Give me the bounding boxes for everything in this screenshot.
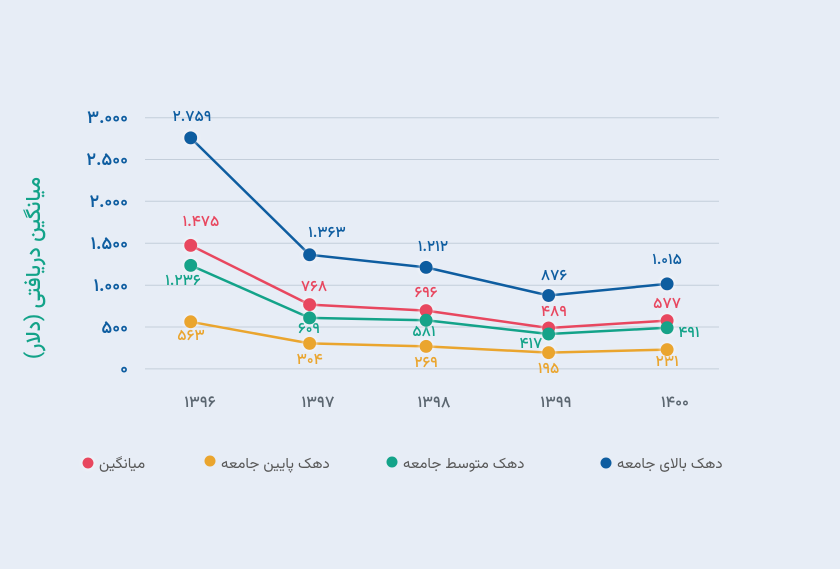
svg-text:دهک بالای جامعه: دهک بالای جامعه <box>617 454 723 477</box>
svg-text:۳۰۴: ۳۰۴ <box>297 349 323 373</box>
svg-text:۱۳۹۷: ۱۳۹۷ <box>302 391 335 416</box>
svg-text:۲.۵۰۰: ۲.۵۰۰ <box>86 147 128 175</box>
svg-text:۴۸۹: ۴۸۹ <box>541 301 567 325</box>
svg-text:میانگین: میانگین <box>99 454 145 477</box>
svg-text:۱.۰۱۵: ۱.۰۱۵ <box>652 249 682 273</box>
svg-text:۱۳۹۹: ۱۳۹۹ <box>540 391 571 416</box>
svg-text:۷۶۸: ۷۶۸ <box>301 276 327 300</box>
svg-text:دهک متوسط جامعه: دهک متوسط جامعه <box>403 454 524 477</box>
svg-text:۳.۰۰۰: ۳.۰۰۰ <box>87 105 128 133</box>
svg-text:۶۹۶: ۶۹۶ <box>414 282 437 306</box>
svg-text:۱۴۰۰: ۱۴۰۰ <box>661 391 689 416</box>
svg-text:۱.۲۱۲: ۱.۲۱۲ <box>418 236 448 260</box>
svg-text:۱۳۹۸: ۱۳۹۸ <box>418 391 451 416</box>
svg-text:۲۶۹: ۲۶۹ <box>414 352 438 376</box>
svg-text:۱.۴۷۵: ۱.۴۷۵ <box>183 211 220 235</box>
svg-text:دهک پایین جامعه: دهک پایین جامعه <box>221 454 330 477</box>
svg-text:۲.۷۵۹: ۲.۷۵۹ <box>173 106 212 130</box>
svg-text:۵۷۷: ۵۷۷ <box>653 293 681 317</box>
svg-text:۴۹۱: ۴۹۱ <box>678 322 699 346</box>
svg-text:۱.۵۰۰: ۱.۵۰۰ <box>91 231 128 259</box>
svg-text:میانگین دریافتی (دلار): میانگین دریافتی (دلار) <box>19 177 52 359</box>
svg-text:۱.۳۶۳: ۱.۳۶۳ <box>308 222 346 246</box>
svg-text:۵۰۰: ۵۰۰ <box>101 315 128 343</box>
svg-text:۱۳۹۶: ۱۳۹۶ <box>184 391 215 416</box>
svg-text:۱۹۵: ۱۹۵ <box>538 358 560 382</box>
svg-text:۴۱۷: ۴۱۷ <box>520 333 543 357</box>
svg-text:۸۷۶: ۸۷۶ <box>541 265 568 289</box>
svg-text:۱.۰۰۰: ۱.۰۰۰ <box>94 273 128 301</box>
svg-text:۵۶۳: ۵۶۳ <box>177 325 204 349</box>
svg-text:۲.۰۰۰: ۲.۰۰۰ <box>89 189 128 217</box>
svg-text:۰: ۰ <box>120 356 128 384</box>
svg-text:۱.۲۳۶: ۱.۲۳۶ <box>165 270 201 294</box>
